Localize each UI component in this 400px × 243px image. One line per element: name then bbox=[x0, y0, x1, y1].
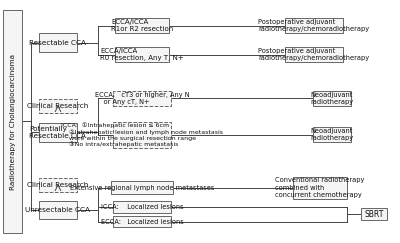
Text: Unresectable CCA: Unresectable CCA bbox=[26, 207, 90, 213]
FancyBboxPatch shape bbox=[111, 181, 173, 194]
FancyBboxPatch shape bbox=[39, 178, 77, 192]
FancyBboxPatch shape bbox=[113, 216, 171, 227]
Text: Extensive regional lymph node metastases: Extensive regional lymph node metastases bbox=[70, 185, 214, 191]
Text: Radiotherapy for Cholangiocarcinoma: Radiotherapy for Cholangiocarcinoma bbox=[10, 53, 16, 190]
Text: Postoperative adjuvant
radiotherapy/chemoradiotherapy: Postoperative adjuvant radiotherapy/chem… bbox=[258, 48, 370, 61]
Text: Neoadjuvant
radiotherapy: Neoadjuvant radiotherapy bbox=[310, 128, 354, 141]
Text: ECCA/ICCA
R1or R2 resection: ECCA/ICCA R1or R2 resection bbox=[111, 19, 173, 32]
FancyBboxPatch shape bbox=[3, 10, 22, 233]
FancyBboxPatch shape bbox=[39, 99, 77, 113]
Text: Conventional radiotherapy
combined with
concurrent chemotherapy: Conventional radiotherapy combined with … bbox=[275, 177, 365, 198]
FancyBboxPatch shape bbox=[293, 177, 347, 199]
FancyBboxPatch shape bbox=[313, 127, 351, 142]
Text: Postoperative adjuvant
radiotherapy/chemoradiotherapy: Postoperative adjuvant radiotherapy/chem… bbox=[258, 19, 370, 32]
FancyBboxPatch shape bbox=[285, 47, 343, 62]
Text: Clinical Research: Clinical Research bbox=[27, 103, 89, 109]
FancyBboxPatch shape bbox=[361, 208, 387, 220]
FancyBboxPatch shape bbox=[113, 201, 171, 213]
FancyBboxPatch shape bbox=[285, 18, 343, 33]
Text: ECCA:   cT3 or higher, Any N
    or Any cT, N+: ECCA: cT3 or higher, Any N or Any cT, N+ bbox=[95, 92, 189, 105]
FancyBboxPatch shape bbox=[113, 91, 171, 106]
Text: ECCA:   Localized lesions: ECCA: Localized lesions bbox=[101, 219, 183, 225]
Text: Neoadjuvant
radiotherapy: Neoadjuvant radiotherapy bbox=[310, 92, 354, 105]
Text: ICCA:    Localized lesions: ICCA: Localized lesions bbox=[101, 204, 183, 210]
Text: Resectable CCA: Resectable CCA bbox=[30, 40, 86, 45]
Text: ICCA:  ①Intrahepatic lesion ≤ 6cm
    ②Intrahepatic lesion and lymph node metast: ICCA: ①Intrahepatic lesion ≤ 6cm ②Intrah… bbox=[61, 122, 223, 147]
FancyBboxPatch shape bbox=[39, 123, 77, 141]
FancyBboxPatch shape bbox=[115, 18, 169, 33]
FancyBboxPatch shape bbox=[313, 91, 351, 106]
Text: Potentially
Resectable CCA: Potentially Resectable CCA bbox=[30, 126, 86, 139]
FancyBboxPatch shape bbox=[115, 47, 169, 62]
FancyBboxPatch shape bbox=[39, 201, 77, 219]
Text: Clinical Research: Clinical Research bbox=[27, 182, 89, 188]
Text: SBRT: SBRT bbox=[364, 210, 384, 219]
FancyBboxPatch shape bbox=[39, 34, 77, 52]
Text: ECCA/ICCA
R0 resection, Any T, N+: ECCA/ICCA R0 resection, Any T, N+ bbox=[100, 48, 184, 61]
FancyBboxPatch shape bbox=[113, 122, 171, 148]
